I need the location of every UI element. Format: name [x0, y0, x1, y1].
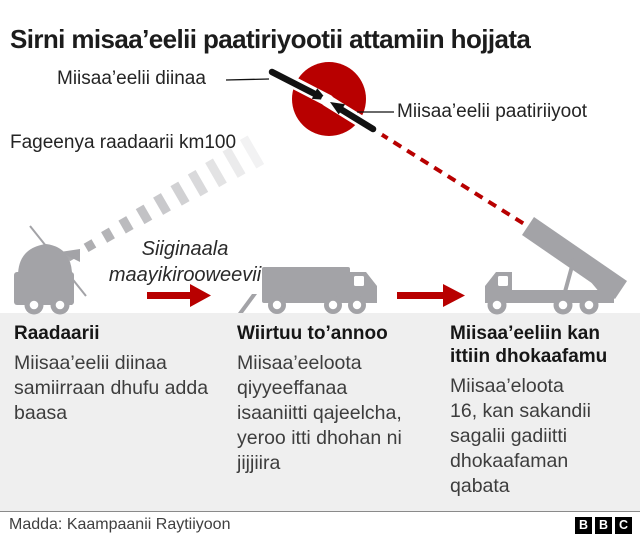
step-body: Miisaa’eloota 16, kan sakandii sagalii g…	[450, 375, 591, 497]
bbc-logo-block: C	[615, 516, 632, 534]
step-heading: Raadaarii	[14, 323, 100, 344]
arrow-right-icon	[147, 284, 211, 307]
patriot-missile-icon	[321, 94, 383, 138]
enemy-label-connector	[225, 78, 270, 81]
arrow-right-icon	[397, 284, 465, 307]
radar-range-label: Fageenya raadaarii km100	[10, 132, 237, 153]
control-truck-icon	[238, 267, 377, 314]
enemy-missile-label: Miisaa’eelii diinaa	[57, 68, 206, 89]
step-heading: Wiirtuu to’annoo	[237, 323, 388, 344]
step-column-launcher: Miisaa’eeliin kan ittiin dhokaafamu Miis…	[450, 322, 636, 499]
radar-vehicle-icon	[14, 225, 87, 315]
source-label: Madda: Kaampaanii Raytiiyoon	[9, 516, 231, 533]
bbc-logo-block: B	[575, 516, 592, 534]
missile-trajectory-dashed-line	[378, 131, 531, 229]
radar-beam-icon	[66, 135, 265, 262]
bbc-blocks-logo: B B C	[575, 516, 632, 534]
step-column-radar: Raadaarii Miisaa’eelii diinaa samiirraan…	[14, 322, 236, 426]
patriot-missile-label: Miisaa’eelii paatiriiyoot	[397, 101, 588, 122]
launcher-truck-icon	[485, 217, 627, 315]
step-body: Miisaa’eeloota qiyyeeffanaa isaaniitti q…	[237, 352, 402, 474]
infographic-title: Sirni misaa’eelii paatiriyootii attamiin…	[10, 24, 531, 55]
step-body: Miisaa’eelii diinaa samiirraan dhufu add…	[14, 352, 209, 424]
footer: Madda: Kaampaanii Raytiiyoon B B C	[0, 511, 640, 538]
intercept-circle-icon	[262, 62, 383, 138]
bbc-logo-block: B	[595, 516, 612, 534]
steps-panel-background	[0, 313, 640, 511]
microwave-signal-label: Siiginaala maayikirooweevii	[108, 238, 262, 286]
step-column-control-centre: Wiirtuu to’annoo Miisaa’eeloota qiyyeeff…	[237, 322, 443, 476]
step-heading: Miisaa’eeliin kan ittiin dhokaafamu	[450, 323, 608, 367]
